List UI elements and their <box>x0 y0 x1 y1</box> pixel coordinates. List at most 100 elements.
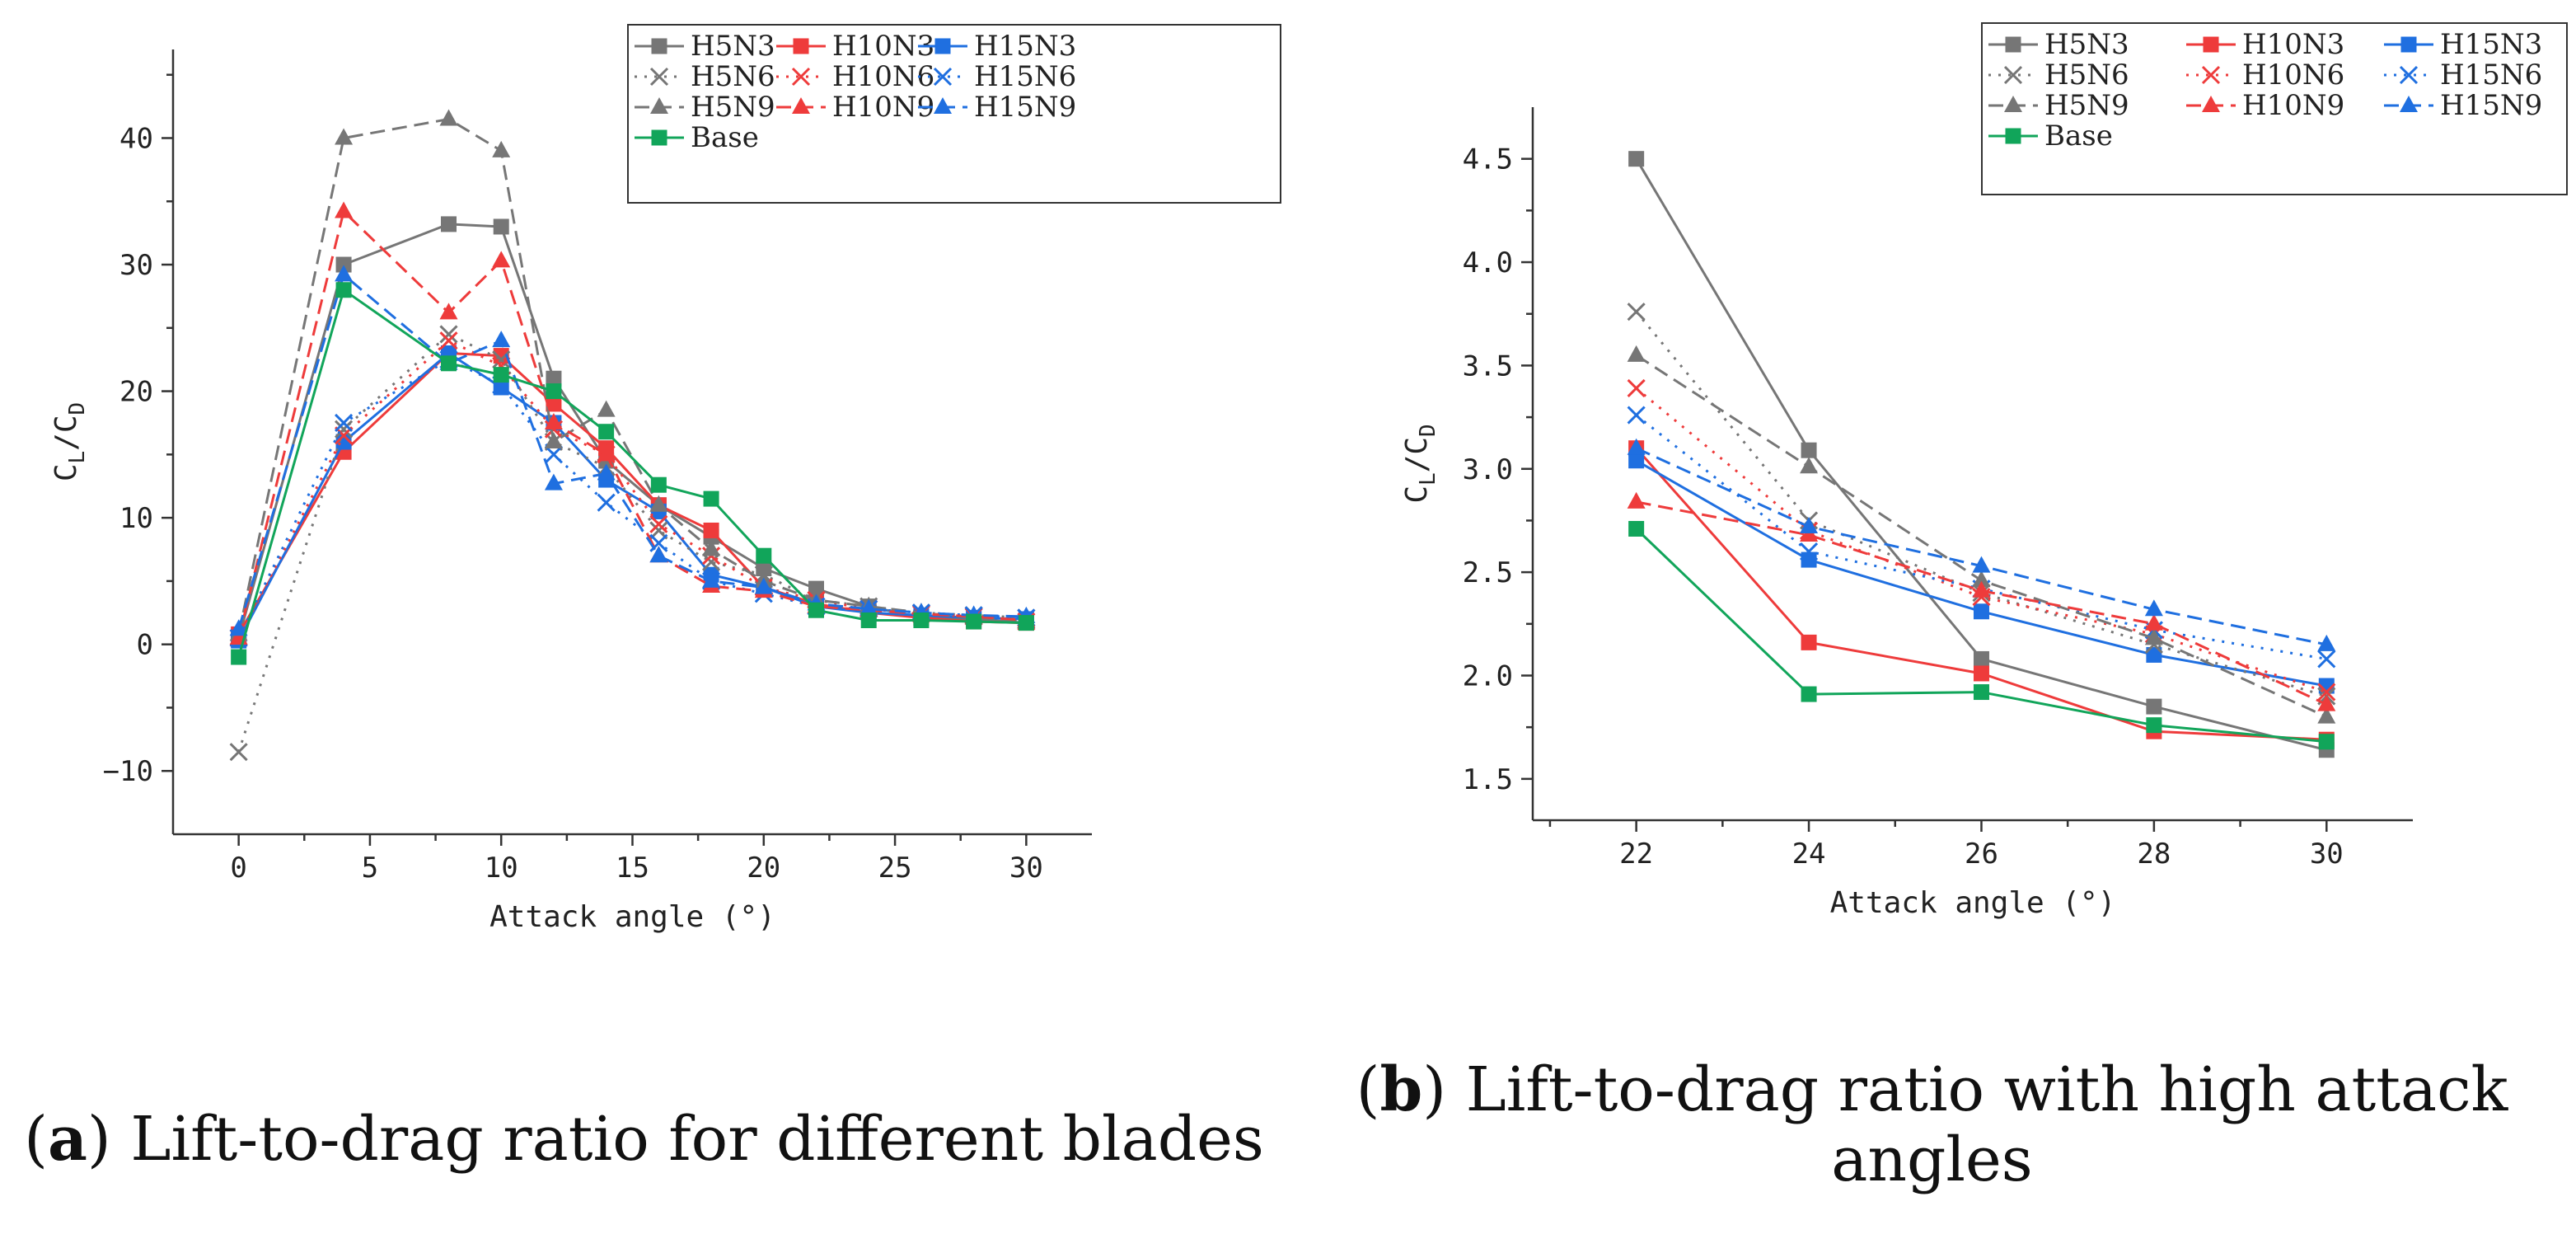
legend-marker-h5n9 <box>650 97 668 114</box>
data-point-h10n3 <box>493 348 509 364</box>
series-h10n6 <box>229 331 1036 648</box>
data-point-base <box>1018 615 1034 631</box>
series-h15n6 <box>229 350 1036 648</box>
y-tick-label: 1.5 <box>1463 763 1513 796</box>
x-axis-title: Attack angle (°) <box>489 900 775 934</box>
legend-marker-h10n3 <box>793 38 809 54</box>
x-tick-label: 25 <box>878 852 912 885</box>
series-h15n9 <box>1627 438 2336 651</box>
data-point-h10n3 <box>1801 634 1817 650</box>
legend-marker-h15n6 <box>933 67 953 87</box>
data-point-h10n9 <box>492 251 511 268</box>
y-axis-title-part: C <box>1400 486 1434 504</box>
x-tick-label: 30 <box>1009 852 1043 885</box>
data-point-h5n6 <box>229 743 248 762</box>
y-tick-label: 3.0 <box>1463 453 1513 486</box>
axes-group <box>162 49 1092 846</box>
data-point-h10n9 <box>1800 525 1819 542</box>
legend-label-h10n3: H10N3 <box>2242 28 2344 61</box>
data-point-h15n9 <box>335 265 354 282</box>
series-line-h10n3 <box>237 352 1027 636</box>
legend-label-h15n9: H15N9 <box>974 91 1076 124</box>
data-point-h15n6 <box>335 413 354 433</box>
legend: H5N3 H10N3 H15N3 H5N6 H10N6 H15N6 H5N9 H10N9 H15… <box>627 24 1281 204</box>
data-point-h15n6 <box>544 445 563 464</box>
data-point-h15n9 <box>702 570 721 588</box>
data-point-h15n3 <box>1628 453 1645 469</box>
data-point-h5n9 <box>1800 457 1819 474</box>
data-point-h5n6 <box>335 420 354 439</box>
legend-label-h10n9: H10N9 <box>832 91 934 124</box>
data-point-base <box>650 476 667 493</box>
series-h5n6 <box>229 325 1036 762</box>
x-tick-label: 26 <box>1965 838 1998 871</box>
data-point-h15n9 <box>1972 556 1991 573</box>
data-point-base <box>1973 684 1989 701</box>
data-point-h10n6 <box>1627 378 1646 398</box>
data-point-h10n9 <box>1627 491 1646 509</box>
data-point-base <box>598 424 615 440</box>
x-tick-label: 22 <box>1619 838 1653 871</box>
legend-marker-h5n3 <box>651 38 667 54</box>
series-line-h15n6 <box>237 358 1027 639</box>
series-line-h10n6 <box>1635 387 2327 694</box>
series-h5n6 <box>1627 303 2336 706</box>
data-point-h10n3 <box>1973 665 1989 682</box>
data-point-h5n3 <box>1628 151 1645 167</box>
data-point-h15n3 <box>1973 603 1989 620</box>
legend-label-h5n6: H5N6 <box>691 60 775 93</box>
y-tick-label: 4.5 <box>1463 143 1513 176</box>
data-point-h10n9 <box>335 201 354 218</box>
series-line-h5n6 <box>237 333 1027 753</box>
x-tick-label: 15 <box>616 852 649 885</box>
legend-marker-h5n6 <box>2003 65 2023 85</box>
legend-marker-h10n6 <box>2201 65 2221 85</box>
data-point-h15n9 <box>1800 516 1819 533</box>
data-point-h15n9 <box>544 473 563 490</box>
data-point-h5n6 <box>1627 303 1646 321</box>
data-point-h10n9 <box>597 444 616 462</box>
y-tick-label: 40 <box>119 122 153 155</box>
data-point-h5n9 <box>649 495 668 512</box>
data-point-h5n3 <box>808 580 824 597</box>
data-point-h5n3 <box>335 256 352 273</box>
data-point-h15n9 <box>229 619 248 636</box>
data-point-h10n9 <box>2144 613 2163 631</box>
chart-b-lift-to-drag-high-angles: 22 24 26 28 30 1.5 2.0 2.5 3.0 3.5 4.0 4.5 Attack an… <box>1400 22 2568 920</box>
y-axis-title-subscript: L <box>65 451 90 464</box>
y-axis-title: CL/CD <box>49 402 90 481</box>
legend-marker-h15n9 <box>2400 96 2418 112</box>
series-line-h10n6 <box>237 339 1027 639</box>
data-point-h5n3 <box>493 218 509 235</box>
legend-marker-h10n9 <box>2202 96 2220 112</box>
legend-marker-h5n6 <box>649 67 669 87</box>
y-axis-title-subscript: L <box>1416 472 1440 486</box>
x-tick-label: 10 <box>485 852 518 885</box>
data-point-h15n3 <box>1801 551 1817 568</box>
x-tick-label: 24 <box>1792 838 1826 871</box>
data-point-h15n6 <box>1627 406 1646 425</box>
series-base <box>1628 520 2335 750</box>
series-h15n6 <box>1627 406 2336 669</box>
data-point-h5n9 <box>2144 628 2163 645</box>
data-point-h15n9 <box>1627 438 1646 455</box>
data-point-h5n9 <box>439 109 458 126</box>
legend-label-h5n6: H5N6 <box>2044 59 2129 92</box>
y-tick-label: 2.5 <box>1463 556 1513 589</box>
data-point-h5n9 <box>702 539 721 556</box>
data-point-base <box>441 355 457 372</box>
data-point-h15n3 <box>2146 646 2162 663</box>
y-tick-label: 20 <box>119 376 153 409</box>
data-point-h15n9 <box>859 598 878 616</box>
data-point-h5n3 <box>1973 650 1989 667</box>
data-point-h15n9 <box>492 331 511 348</box>
data-point-h10n3 <box>703 522 719 538</box>
data-point-h10n6 <box>439 331 458 350</box>
data-point-base <box>335 282 352 298</box>
data-point-h5n9 <box>1972 570 1991 588</box>
y-tick-label: 30 <box>119 249 153 282</box>
data-point-h5n9 <box>597 400 616 417</box>
series-line-h15n9 <box>237 273 1027 630</box>
data-point-base <box>1801 686 1817 702</box>
data-point-base <box>493 367 509 383</box>
